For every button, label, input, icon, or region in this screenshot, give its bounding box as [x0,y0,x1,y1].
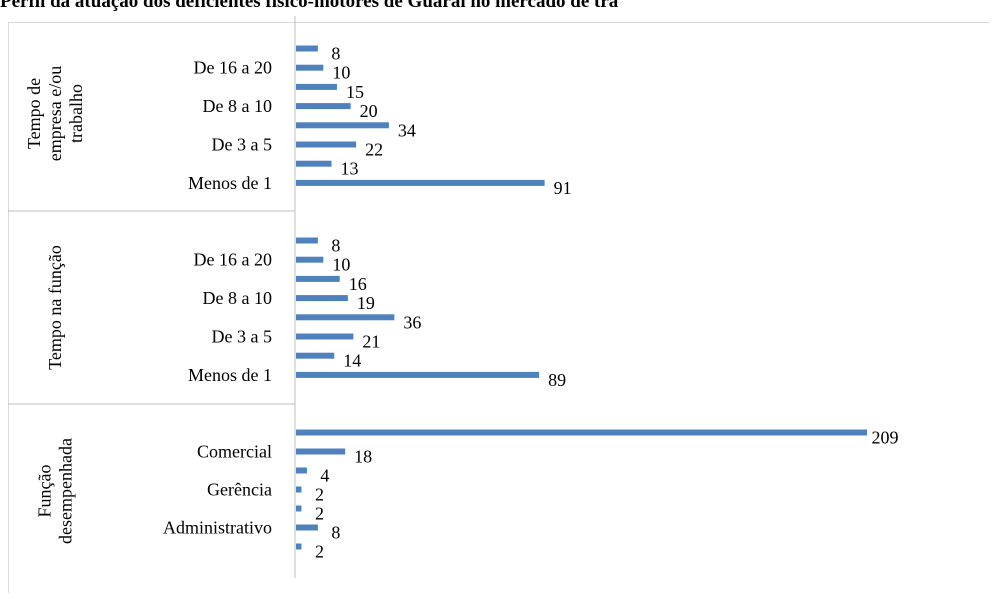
bar [296,237,318,244]
data-label: 21 [362,332,380,352]
data-label: 4 [320,466,329,486]
data-label: 16 [349,274,367,294]
bar [296,64,324,71]
bar [296,352,335,359]
data-label: 8 [331,44,340,64]
tick-label: De 8 a 10 [203,288,272,308]
data-label: 14 [343,351,361,371]
data-label: 15 [346,82,364,102]
data-label: 2 [315,542,324,562]
group-label-line: desempenhada [56,438,76,544]
group-label-tempo-na-funcao: Tempo na função [45,245,65,370]
data-label: 8 [331,236,340,256]
bar [296,179,545,186]
data-label: 13 [341,159,359,179]
group-label-line: Função [35,465,55,518]
data-label: 209 [872,428,899,448]
group-label-line: Tempo na função [45,245,65,370]
chart-frame [8,22,989,593]
bar [296,295,348,302]
data-label: 89 [548,370,566,390]
bar [296,122,389,129]
bar [296,543,302,550]
bar [296,333,354,340]
group-label-line: empresa e/ou [45,66,65,161]
tick-label: De 3 a 5 [212,327,272,347]
data-label: 2 [315,485,324,505]
tick-label: De 8 a 10 [203,96,272,116]
data-label: 2 [315,504,324,524]
bar [296,429,867,436]
tick-label: Menos de 1 [188,173,272,193]
bar [296,505,302,512]
data-label: 36 [403,312,421,332]
group-label-line: trabalho [66,84,86,143]
data-label: 10 [332,255,350,275]
bar [296,256,324,263]
bar [296,160,332,167]
group-label-funcao-desempenhada: Funçãodesempenhada [35,438,76,544]
tick-label: Gerência [207,480,272,500]
tick-label: De 16 a 20 [194,250,272,270]
chart-title: Perfil da atuação dos deficientes físico… [0,0,619,12]
data-label: 34 [398,120,416,140]
data-label: 10 [332,63,350,83]
bar [296,314,395,321]
bar [296,467,307,474]
tick-label: De 16 a 20 [194,58,272,78]
data-label: 22 [365,140,383,160]
bar [296,45,318,52]
data-label: 20 [360,101,378,121]
bar [296,448,346,455]
data-label: 18 [354,447,372,467]
bar [296,524,318,531]
tick-label: Administrativo [163,518,272,538]
group-label-tempo-de-empresa-e-ou-trabalho: Tempo deempresa e/outrabalho [24,66,86,161]
bar [296,103,351,110]
data-label: 91 [554,178,572,198]
tick-label: Comercial [197,442,272,462]
tick-label: De 3 a 5 [212,135,272,155]
bar [296,275,340,282]
bar [296,141,357,148]
bar [296,486,302,493]
data-label: 19 [357,293,375,313]
tick-label: Menos de 1 [188,365,272,385]
group-label-line: Tempo de [24,78,44,149]
bar [296,371,540,378]
bar [296,83,337,90]
data-label: 8 [331,523,340,543]
